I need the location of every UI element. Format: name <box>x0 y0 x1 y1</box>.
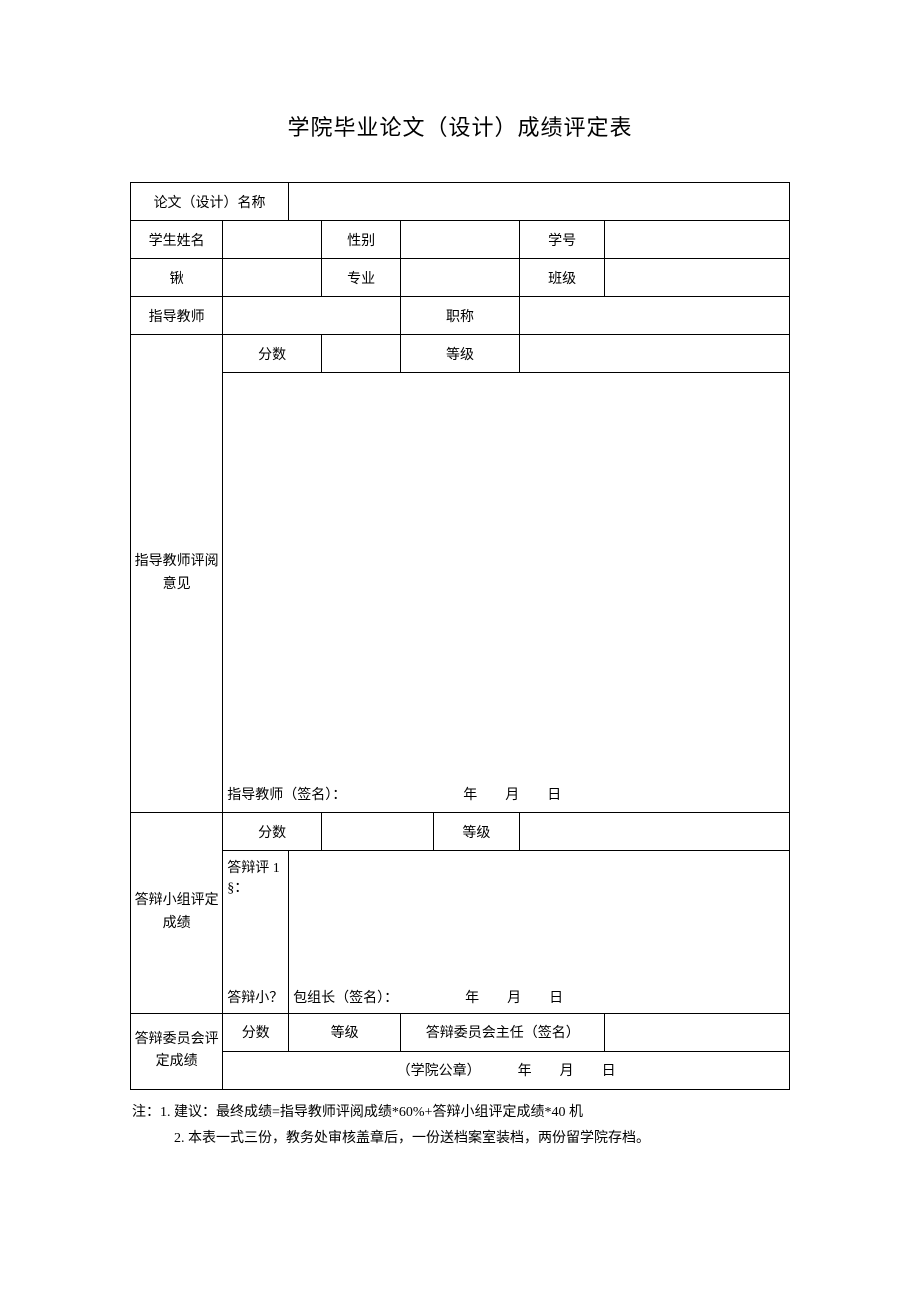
advisor-sig-label: 指导教师（签名）： <box>227 788 346 803</box>
label-advisor: 指导教师 <box>131 297 223 335</box>
label-gender: 性别 <box>322 221 401 259</box>
footer-notes: 注：1. 建议：最终成绩=指导教师评阅成绩*60%+答辩小组评定成绩*40 机 … <box>130 1100 790 1153</box>
label-committee-grade: 等级 <box>289 1013 401 1051</box>
value-defense-score <box>322 813 434 851</box>
value-title-rank <box>519 297 789 335</box>
defense-comment-area <box>289 851 790 981</box>
label-committee-score: 分数 <box>223 1013 289 1051</box>
value-gender <box>401 221 520 259</box>
label-advisor-grade: 等级 <box>401 335 520 373</box>
value-student-id <box>605 221 790 259</box>
defense-sig-rest: 包组长（签名）： <box>293 991 398 1006</box>
value-advisor <box>223 297 401 335</box>
note-line-1: 注：1. 建议：最终成绩=指导教师评阅成绩*60%+答辩小组评定成绩*40 机 <box>132 1100 790 1127</box>
label-defense-group: 答辩小组评定成绩 <box>131 813 223 1014</box>
value-thesis-name <box>289 183 790 221</box>
defense-sig-prefix-cell: 答辩小？ <box>223 981 289 1014</box>
value-major <box>401 259 520 297</box>
label-student-id: 学号 <box>519 221 605 259</box>
value-defense-grade <box>519 813 789 851</box>
label-advisor-score: 分数 <box>223 335 322 373</box>
label-committee: 答辩委员会评定成绩 <box>131 1013 223 1089</box>
label-advisor-opinion: 指导教师评阅意见 <box>131 335 223 813</box>
label-class: 班级 <box>519 259 605 297</box>
college-seal: （学院公章） <box>397 1064 481 1079</box>
committee-seal-row: （学院公章） 年 月 日 <box>223 1051 790 1089</box>
value-advisor-grade <box>519 335 789 373</box>
value-class <box>605 259 790 297</box>
label-major: 专业 <box>322 259 401 297</box>
label-title-rank: 职称 <box>401 297 520 335</box>
advisor-date: 年 月 日 <box>463 788 561 803</box>
note-line-2: 2. 本表一式三份，教务处审核盖章后，一份送档案室装档，两份留学院存档。 <box>132 1126 790 1153</box>
committee-date: 年 月 日 <box>518 1064 616 1079</box>
value-advisor-score <box>322 335 401 373</box>
page-title: 学院毕业论文（设计）成绩评定表 <box>130 110 790 142</box>
advisor-comment-area: 指导教师（签名）： 年 月 日 <box>223 373 790 813</box>
evaluation-table: 论文（设计）名称 学生姓名 性别 学号 锹 专业 班级 指导教师 职称 指导教师… <box>130 182 790 1090</box>
value-student-name <box>223 221 322 259</box>
defense-sig-prefix: 答辩小？ <box>227 991 283 1006</box>
label-row3: 锹 <box>131 259 223 297</box>
label-thesis-name: 论文（设计）名称 <box>131 183 289 221</box>
defense-eval-label-cell: 答辩评 1 §： <box>223 851 289 981</box>
defense-sig-cell: 包组长（签名）： 年 月 日 <box>289 981 790 1014</box>
label-student-name: 学生姓名 <box>131 221 223 259</box>
label-defense-grade: 等级 <box>434 813 520 851</box>
defense-date: 年 月 日 <box>465 991 563 1006</box>
label-defense-score: 分数 <box>223 813 322 851</box>
defense-eval-label: 答辩评 1 §： <box>227 861 280 896</box>
value-row3 <box>223 259 322 297</box>
label-committee-sig: 答辩委员会主任（签名） <box>401 1013 605 1051</box>
value-committee-sig <box>605 1013 790 1051</box>
